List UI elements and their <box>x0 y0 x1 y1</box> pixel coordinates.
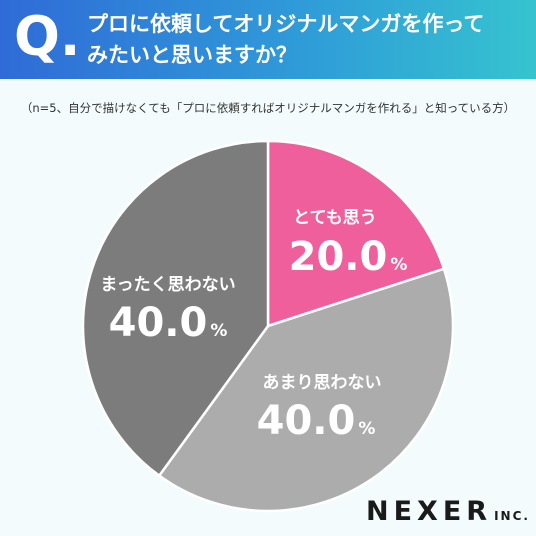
slice-value: 20.0% <box>289 234 408 280</box>
slice-mattaku-omowanai <box>81 139 270 477</box>
slice-totemo-omou <box>266 139 446 328</box>
slice-value-unit: % <box>390 255 407 275</box>
slice-value: 40.0% <box>257 398 376 444</box>
slice-label: まったく思わない <box>100 275 235 295</box>
question-banner: Q. プロに依頼してオリジナルマンガを作って みたいと思いますか？ <box>0 0 536 79</box>
slice-value-unit: % <box>358 419 375 439</box>
nexer-logo: NEXER INC. <box>366 496 530 527</box>
logo-main: NEXER <box>366 496 493 527</box>
slice-amari-omowanai <box>158 267 455 513</box>
slice-value-number: 40.0 <box>109 300 208 346</box>
slice-value-number: 20.0 <box>289 234 388 280</box>
question-line-2: みたいと思いますか？ <box>87 43 297 67</box>
logo-suffix: INC. <box>494 509 530 523</box>
question-line-1: プロに依頼してオリジナルマンガを作って <box>87 12 485 36</box>
slice-value: 40.0% <box>109 300 228 346</box>
slice-value-number: 40.0 <box>257 398 356 444</box>
slice-value-unit: % <box>210 321 227 341</box>
slice-label: とても思う <box>293 208 377 228</box>
sample-note: （n=5、自分で描けなくても「プロに依頼すればオリジナルマンガを作れる」と知って… <box>20 101 516 115</box>
slice-label: あまり思わない <box>263 373 382 393</box>
q-mark: Q. <box>14 5 81 68</box>
